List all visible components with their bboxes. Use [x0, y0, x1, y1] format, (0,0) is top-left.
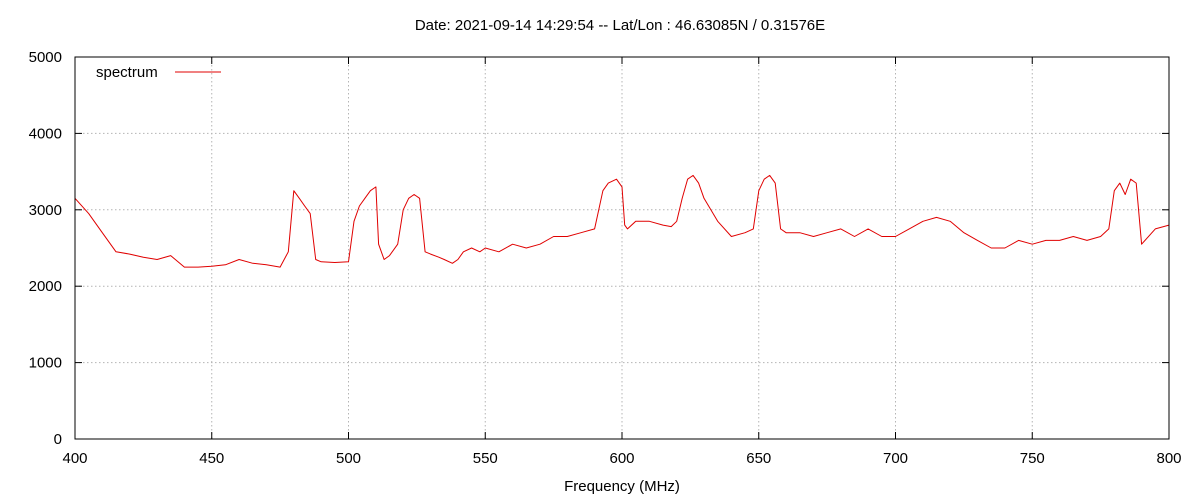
legend-label-spectrum: spectrum [96, 64, 158, 81]
x-tick-label: 650 [746, 450, 771, 467]
x-tick-label: 600 [609, 450, 634, 467]
y-tick-label: 1000 [29, 355, 62, 372]
x-tick-label: 800 [1156, 450, 1181, 467]
x-tick-label: 400 [62, 450, 87, 467]
y-tick-label: 2000 [29, 278, 62, 295]
y-tick-label: 5000 [29, 49, 62, 66]
tick-layer: 0 1000 2000 3000 4000 5000 400 450 500 550 600 650 7… [29, 49, 1182, 467]
x-tick-label: 450 [199, 450, 224, 467]
y-tick-label: 4000 [29, 125, 62, 142]
x-axis-label: Frequency (MHz) [564, 478, 680, 495]
y-tick-label: 0 [54, 431, 62, 448]
series-line-spectrum [74, 174, 1170, 268]
legend: spectrum [96, 64, 221, 81]
x-tick-label: 750 [1020, 450, 1045, 467]
chart-title: Date: 2021-09-14 14:29:54 -- Lat/Lon : 4… [414, 17, 826, 34]
y-tick-label: 3000 [29, 202, 62, 219]
data-layer [74, 174, 1170, 268]
x-tick-label: 500 [336, 450, 361, 467]
x-tick-label: 550 [473, 450, 498, 467]
x-tick-label: 700 [883, 450, 908, 467]
